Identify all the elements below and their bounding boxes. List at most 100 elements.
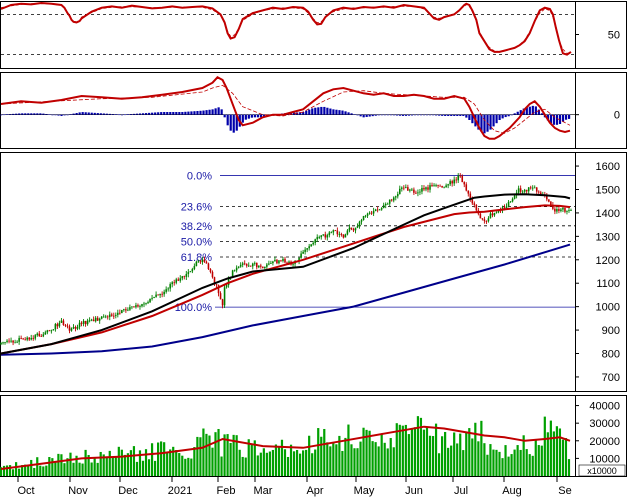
macd-histogram-bar — [362, 114, 365, 118]
candle-body — [475, 205, 478, 211]
candle-body — [151, 297, 153, 299]
volume-bar — [69, 452, 72, 476]
candle-body — [147, 302, 149, 304]
volume-bar — [2, 465, 6, 476]
candle-body — [302, 251, 304, 254]
candle-body — [36, 333, 39, 336]
volume-bar — [187, 457, 190, 476]
macd-histogram-bar — [561, 114, 565, 122]
candle-body — [288, 261, 290, 264]
macd-histogram-bar — [356, 114, 359, 116]
macd-histogram-bar — [262, 114, 266, 118]
macd-histogram-bar — [302, 112, 305, 115]
y-tick-label: 900 — [602, 325, 620, 337]
volume-bar — [157, 442, 160, 476]
macd-histogram-bar — [211, 109, 214, 115]
x-tick-label: May — [354, 485, 375, 497]
macd-histogram-bar — [105, 113, 108, 115]
volume-bar — [81, 463, 84, 476]
macd-histogram-bar — [93, 112, 96, 115]
volume-bar — [172, 446, 175, 476]
volume-ma-line — [0, 425, 571, 470]
volume-bar — [108, 450, 111, 476]
candle-body — [32, 337, 35, 339]
volume-bar — [422, 429, 426, 476]
candle-body — [173, 282, 176, 284]
candle-body — [451, 181, 453, 184]
macd-histogram-bar — [151, 112, 154, 115]
macd-histogram-bar — [314, 107, 317, 115]
macd-histogram-bar — [480, 114, 483, 132]
candle-body — [513, 195, 516, 199]
volume-bar — [292, 451, 296, 476]
volume-bar — [311, 453, 314, 476]
macd-histogram-bar — [513, 113, 516, 115]
candle-body — [546, 194, 548, 200]
volume-bar — [262, 448, 265, 476]
volume-bar — [380, 434, 383, 476]
volume-bar — [504, 445, 507, 476]
macd-histogram-bar — [123, 114, 127, 116]
volume-bar — [256, 455, 259, 476]
candle-body — [121, 310, 123, 314]
volume-bar — [302, 450, 305, 476]
candle-body — [141, 304, 143, 307]
volume-bar — [489, 444, 492, 476]
candle-body — [179, 278, 182, 281]
candle-body — [318, 237, 321, 238]
macd-histogram-bar — [36, 113, 39, 115]
candle-body — [207, 263, 210, 270]
volume-panel: 10000 20000 30000 40000 x10000 — [0, 401, 626, 477]
candle-body — [463, 182, 466, 185]
candle-body — [570, 210, 572, 211]
candle-body — [449, 181, 451, 185]
macd-histogram-bar — [350, 113, 353, 115]
volume-bar — [235, 435, 238, 476]
candle-body — [286, 262, 288, 264]
candle-body — [390, 199, 393, 201]
macd-histogram-bar — [401, 114, 405, 116]
candle-body — [374, 209, 377, 212]
candle-body — [356, 226, 359, 228]
macd-histogram-bar — [305, 110, 308, 115]
candle-body — [181, 276, 184, 279]
candle-body — [125, 309, 127, 311]
candle-body — [564, 207, 566, 212]
macd-histogram-bar — [27, 113, 30, 115]
candle-body — [201, 259, 204, 263]
macd-histogram-bar — [126, 114, 130, 115]
macd-histogram-bar — [172, 112, 175, 115]
volume-bar — [389, 438, 392, 476]
y-tick-label: 700 — [602, 372, 620, 384]
candle-body — [439, 185, 441, 187]
candle-body — [415, 192, 417, 194]
volume-bar — [45, 465, 48, 476]
candle-body — [362, 216, 365, 221]
x-tick-label: Apr — [306, 485, 323, 497]
macd-histogram-bar — [247, 114, 250, 119]
candle-body — [195, 261, 198, 267]
candle-body — [380, 208, 383, 210]
candle-body — [12, 340, 14, 343]
macd-histogram-bar — [528, 106, 531, 115]
volume-bar — [175, 450, 178, 476]
candle-body — [249, 265, 252, 267]
candle-body — [378, 209, 381, 211]
candle-body — [535, 187, 538, 192]
candle-body — [421, 188, 423, 192]
volume-bar — [277, 446, 281, 476]
volume-bar — [117, 446, 120, 476]
volume-bar — [486, 454, 489, 476]
x-axis: Oct Nov Dec 2021 Feb Mar Apr May Jun Jul Aug Se — [17, 476, 572, 497]
candle-body — [423, 188, 425, 190]
volume-bar — [295, 449, 299, 476]
macd-histogram-bar — [510, 114, 513, 116]
candle-body — [165, 289, 167, 292]
candle-body — [304, 249, 306, 252]
volume-unit-box — [578, 464, 626, 477]
volume-bar — [214, 432, 217, 476]
candle-body — [324, 234, 327, 238]
volume-bar — [450, 445, 453, 476]
macd-histogram-bar — [18, 113, 21, 115]
volume-bar — [404, 424, 407, 476]
